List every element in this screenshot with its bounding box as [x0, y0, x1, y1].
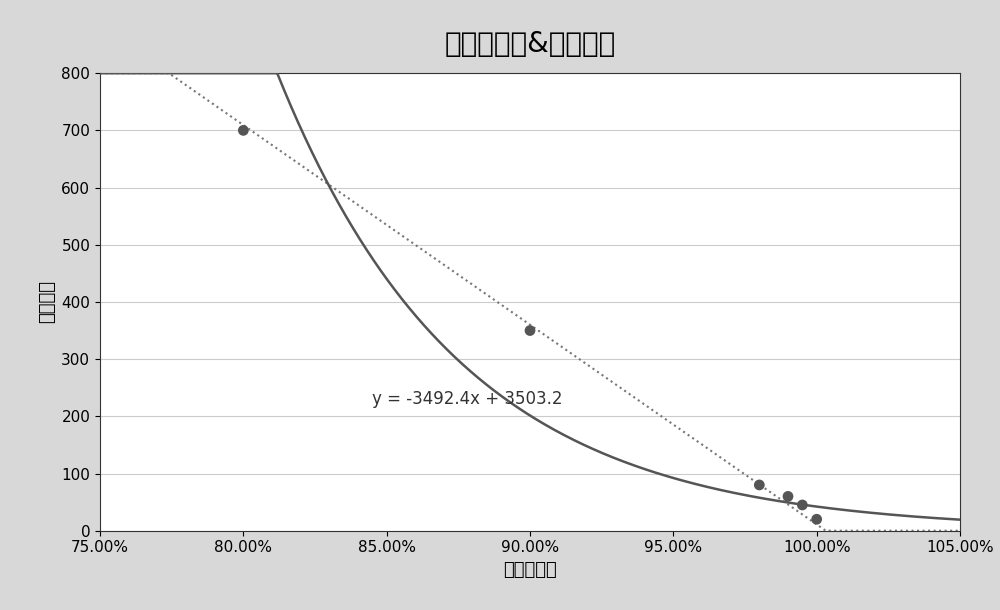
Point — [794, 500, 810, 510]
Point — [522, 326, 538, 336]
Point — [235, 126, 251, 135]
Point — [780, 492, 796, 501]
Point — [751, 480, 767, 490]
Text: y = -3492.4x + 3503.2: y = -3492.4x + 3503.2 — [372, 390, 563, 408]
Y-axis label: 循环周数: 循环周数 — [38, 281, 56, 323]
Point — [809, 514, 825, 524]
X-axis label: 容量保持率: 容量保持率 — [503, 561, 557, 579]
Title: 容量保持率&循环周数: 容量保持率&循环周数 — [444, 30, 616, 59]
